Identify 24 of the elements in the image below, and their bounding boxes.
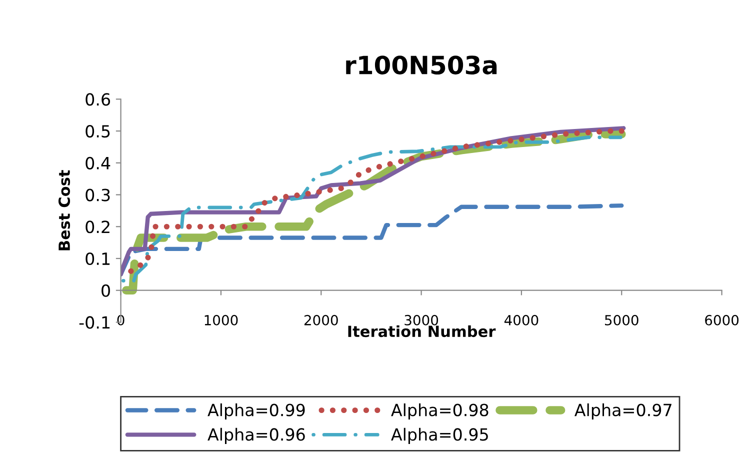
y-tick-label: 0.5 [86,124,110,138]
y-axis-title: Best Cost [58,170,70,250]
x-tick-label: 6000 [705,314,739,326]
x-tick-label: 5000 [605,314,638,326]
y-tick-label: 0.1 [86,252,110,266]
legend-label: Alpha=0.98 [391,403,488,420]
y-tick-label: 0.4 [86,156,110,170]
x-tick-label: 1000 [204,314,238,326]
x-tick-label: 3000 [404,314,438,326]
y-tick-label: 0 [102,284,110,297]
x-tick-label: 4000 [504,314,538,326]
x-tick-label: 2000 [304,314,338,326]
y-tick-label: 0.2 [86,220,110,234]
y-tick-label: 0.3 [86,188,110,202]
legend-label: Alpha=0.95 [391,428,488,444]
x-tick-label: 0 [117,314,124,326]
x-axis-title: Iteration Number [348,325,496,338]
line-series [120,203,624,276]
legend-label: Alpha=0.99 [208,403,305,420]
chart-title: r100N503a [346,56,497,74]
legend-label: Alpha=0.96 [208,428,305,444]
legend-label: Alpha=0.97 [574,403,672,420]
y-tick-label: 0.6 [86,93,110,106]
y-tick-label: -0.1 [79,316,110,329]
